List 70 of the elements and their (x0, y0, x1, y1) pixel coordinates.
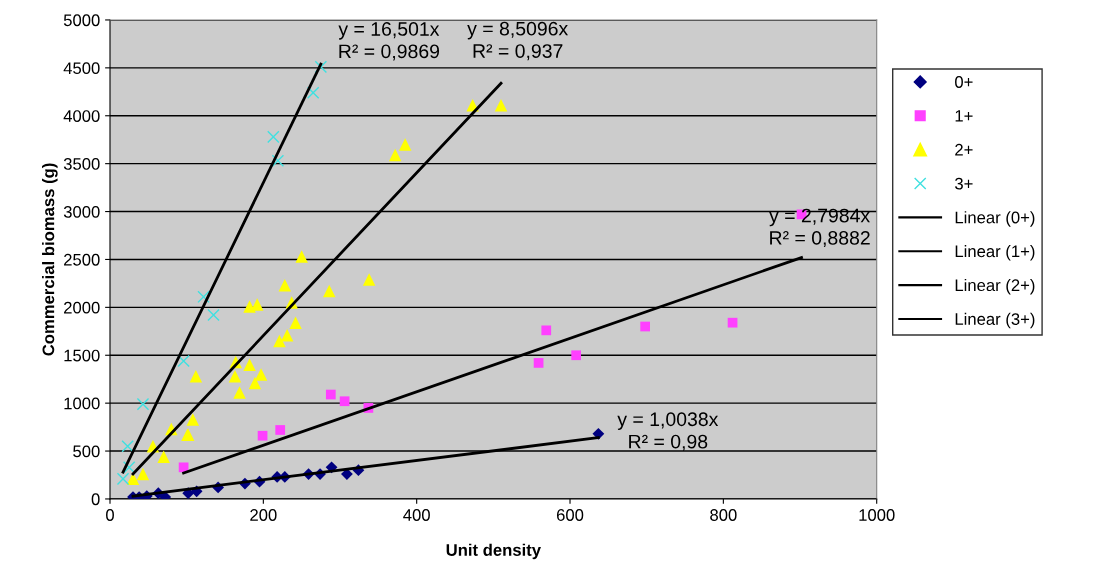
point (339, 396, 350, 407)
y-tick-label: 5000 (63, 14, 100, 27)
y-tick-label: 2500 (64, 253, 100, 266)
x-tick-label: 0 (106, 509, 114, 521)
annotation: y = 2,7984x R² = 0,8882 (769, 208, 870, 248)
point (278, 279, 292, 292)
point (314, 60, 328, 74)
y-tick-label: 2000 (64, 301, 100, 314)
point (494, 98, 508, 112)
legend-label: 1+ (955, 110, 973, 122)
point (186, 413, 200, 426)
annotation: y = 16,501x R² = 0,9869 (338, 22, 440, 61)
legend-label: Linear (3+) (955, 312, 1035, 329)
point (388, 148, 402, 162)
point (571, 350, 582, 361)
point (325, 389, 336, 400)
y-tick-label: 4500 (63, 62, 100, 75)
y-tick-label: 4000 (63, 110, 100, 122)
point (295, 250, 308, 263)
annotation: y = 1,0038x R² = 0,98 (617, 412, 719, 451)
point (271, 154, 285, 168)
point (116, 472, 130, 486)
legend-label: Linear (0+) (955, 211, 1035, 227)
legend-label: Linear (1+) (955, 245, 1035, 261)
point (533, 358, 544, 368)
y-axis-title: Commercial biomass (g) (42, 163, 58, 356)
x-tick-label: 400 (403, 509, 430, 521)
point (727, 317, 738, 328)
point (257, 430, 268, 441)
point (254, 368, 268, 381)
point (136, 467, 150, 481)
point (541, 325, 552, 336)
point (323, 284, 336, 298)
legend-label: 0+ (955, 76, 973, 88)
x-tick-label: 200 (250, 509, 277, 521)
y-tick-label: 1000 (64, 397, 100, 410)
y-tick-label: 1500 (64, 349, 100, 362)
x-axis-title: Unit density (446, 543, 541, 560)
point (177, 354, 190, 368)
point (136, 397, 150, 411)
point (243, 358, 256, 372)
point (362, 273, 376, 286)
point (207, 308, 220, 322)
legend-label: Linear (2+) (955, 278, 1035, 295)
legend-label: 3+ (955, 177, 973, 190)
y-tick-label: 0 (91, 493, 100, 506)
point (306, 86, 320, 100)
y-tick-label: 500 (73, 445, 100, 458)
legend-label: 2+ (955, 143, 973, 156)
point (157, 450, 170, 464)
point (197, 290, 210, 304)
point (289, 316, 302, 329)
point (228, 370, 242, 383)
point (189, 370, 203, 383)
annotation: y = 8,5096x R² = 0,937 (467, 21, 569, 61)
y-tick-label: 3000 (63, 205, 100, 218)
point (243, 300, 256, 313)
point (280, 328, 294, 342)
point (273, 334, 286, 348)
point (640, 321, 651, 332)
x-tick-label: 600 (556, 509, 584, 521)
x-tick-label: 800 (710, 509, 737, 521)
y-tick-label: 3500 (63, 158, 100, 170)
point (122, 461, 136, 474)
point (267, 130, 280, 144)
point (121, 440, 134, 453)
point (275, 425, 286, 435)
x-tick-label: 1000 (859, 509, 895, 521)
point (233, 386, 246, 399)
point (398, 138, 412, 151)
